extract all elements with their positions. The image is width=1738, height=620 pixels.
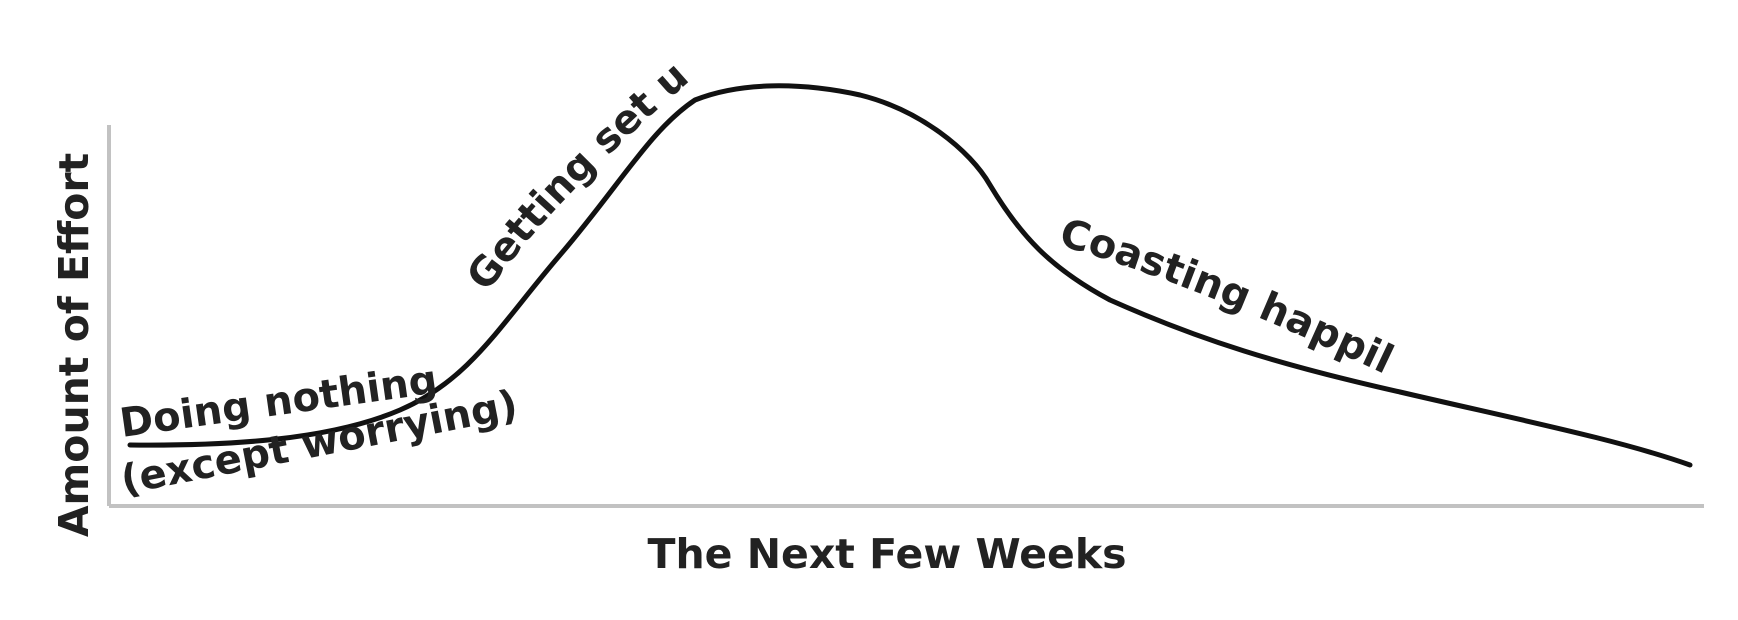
effort-curve — [127, 83, 1693, 468]
label-coasting-happily: Coasting happily — [0, 0, 1400, 383]
label-getting-set-up: Getting set up — [0, 0, 697, 299]
label-getting-set-up-path: Getting set up — [0, 0, 697, 299]
x-axis-label: The Next Few Weeks — [647, 530, 1126, 578]
label-coasting-happily-path: Coasting happily — [0, 0, 1400, 383]
y-axis-label: Amount of Effort — [50, 153, 98, 537]
